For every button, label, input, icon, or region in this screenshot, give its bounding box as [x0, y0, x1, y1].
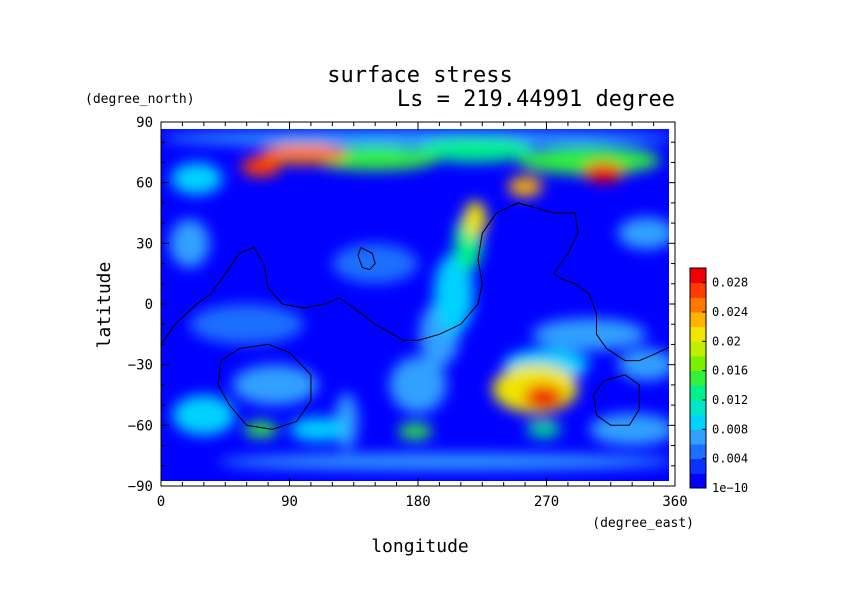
y-axis-label: latitude — [94, 262, 115, 349]
contour-line — [593, 374, 640, 426]
y-tick-label: 0 — [145, 297, 153, 313]
stress-region — [433, 253, 474, 335]
x-tick-label: 180 — [405, 494, 430, 510]
stress-region — [170, 162, 223, 195]
stress-region — [526, 421, 561, 438]
chart-title: surface stress — [327, 63, 512, 88]
colorbar-swatch — [690, 400, 706, 416]
stress-region — [218, 453, 669, 470]
colorbar-tick-label: 0.004 — [712, 452, 748, 466]
stress-region — [617, 348, 669, 381]
colorbar-tick-label: 0.024 — [712, 305, 748, 319]
stress-region — [463, 200, 487, 238]
colorbar-swatch — [690, 414, 706, 430]
colorbar-swatch — [690, 370, 706, 386]
stress-region — [389, 356, 447, 414]
stress-region — [532, 318, 647, 351]
colorbar-swatch — [690, 444, 706, 460]
topography-contours — [161, 202, 669, 430]
x-axis-label: longitude — [371, 536, 469, 557]
colorbar-tick-label: 1e−10 — [712, 481, 748, 495]
colorbar-swatch — [690, 356, 706, 372]
y-axis-ticks: 90 60 30 0 −30 −60 −90 — [128, 115, 675, 495]
contour-line — [357, 246, 376, 271]
colorbar-swatch — [690, 297, 706, 313]
stress-region — [589, 413, 669, 446]
x-tick-label: 360 — [662, 494, 687, 510]
stress-region — [232, 364, 319, 406]
y-tick-label: −90 — [128, 479, 153, 495]
y-tick-label: −30 — [128, 358, 153, 374]
colorbar-tick-label: 0.028 — [712, 276, 748, 290]
stress-region — [583, 162, 624, 183]
colorbar-swatch — [690, 326, 706, 342]
colorbar-swatch — [690, 282, 706, 298]
colorbar-swatch — [690, 458, 706, 474]
contour-line — [217, 343, 312, 430]
stress-region — [169, 219, 210, 268]
x-axis-ticks: 0 90 180 270 360 — [157, 122, 688, 510]
y-tick-label: −60 — [128, 418, 153, 434]
stress-region — [418, 138, 533, 163]
colorbar-swatch — [690, 385, 706, 401]
x-tick-label: 270 — [534, 494, 559, 510]
heatmap-field — [161, 129, 669, 481]
colorbar-swatch — [690, 268, 706, 284]
colorbar-swatch — [690, 473, 706, 489]
stress-region — [398, 423, 433, 440]
colorbar-frame — [689, 267, 707, 489]
stress-region — [240, 156, 281, 177]
stress-region — [517, 146, 661, 175]
stress-region — [507, 176, 543, 197]
colorbar-tick-label: 0.008 — [712, 422, 748, 436]
y-tick-label: 90 — [136, 115, 153, 131]
x-tick-label: 0 — [157, 494, 165, 510]
stress-region — [189, 304, 304, 345]
stress-region — [161, 130, 669, 147]
colorbar: 1e−10 0.004 0.008 0.012 0.016 0.02 0.024 0.028 — [689, 267, 748, 495]
colorbar-swatch — [690, 341, 706, 357]
stress-region — [523, 384, 564, 410]
y-tick-label: 30 — [136, 236, 153, 252]
stress-region — [260, 144, 347, 165]
x-tick-label: 90 — [281, 494, 298, 510]
colorbar-swatch — [690, 429, 706, 445]
colorbar-tick-label: 0.016 — [712, 364, 748, 378]
stress-region — [243, 421, 279, 438]
stress-region — [289, 417, 347, 442]
stress-blobs — [161, 130, 669, 470]
colorbar-swatch — [690, 312, 706, 328]
y-unit-label: (degree_north) — [85, 92, 195, 107]
colorbar-tick-label: 0.012 — [712, 393, 748, 407]
stress-region — [172, 395, 236, 436]
stress-region — [617, 217, 669, 250]
colorbar-tick-label: 0.02 — [712, 334, 741, 348]
contour-line — [161, 202, 669, 362]
y-tick-label: 60 — [136, 176, 153, 192]
chart-subtitle: Ls = 219.44991 degree — [397, 87, 675, 112]
x-unit-label: (degree_east) — [592, 516, 694, 531]
